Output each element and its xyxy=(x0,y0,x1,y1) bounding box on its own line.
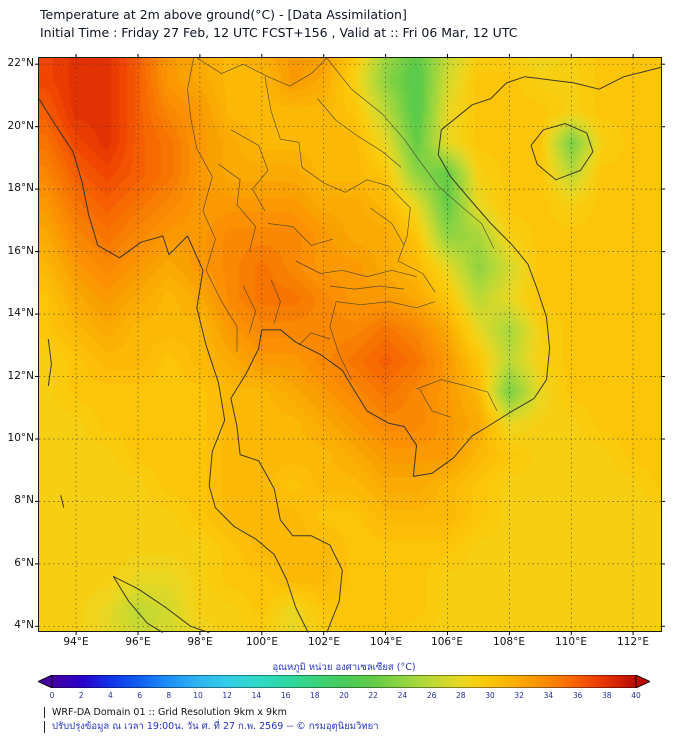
y-tick-label: 14°N xyxy=(7,307,34,319)
colorbar-tick-label: 32 xyxy=(514,691,524,700)
colorbar-tick-label: 34 xyxy=(543,691,554,700)
colorbar-tick-label: 2 xyxy=(78,691,84,700)
colorbar-title: อุณหภูมิ หน่วย องศาเซลเซียส (°C) xyxy=(272,662,416,673)
footer-update-info: ปรับปรุงข้อมูล ณ เวลา 19:00น. วัน ศ. ที่… xyxy=(44,721,379,733)
y-tick-label: 22°N xyxy=(7,57,34,69)
x-tick-label: 104°E xyxy=(370,636,402,648)
y-tick-label: 8°N xyxy=(14,494,34,506)
y-tick-label: 12°N xyxy=(7,370,34,382)
temperature-heatmap xyxy=(39,58,661,631)
chart-subtitle: Initial Time : Friday 27 Feb, 12 UTC FCS… xyxy=(40,25,518,40)
colorbar-tick-label: 38 xyxy=(602,691,612,700)
colorbar-tick-label: 0 xyxy=(49,691,55,700)
colorbar-tick-label: 16 xyxy=(280,691,291,700)
colorbar-tick-label: 12 xyxy=(222,691,232,700)
y-axis: 22°N 20°N 18°N 16°N 14°N 12°N 10°N 8°N 6°N 4°N xyxy=(2,57,35,632)
y-tick-label: 4°N xyxy=(14,619,34,631)
colorbar-tick-label: 24 xyxy=(397,691,408,700)
colorbar-tick-label: 30 xyxy=(485,691,495,700)
y-tick-label: 6°N xyxy=(14,557,34,569)
x-tick-label: 110°E xyxy=(555,636,587,648)
colorbar-tick-label: 28 xyxy=(456,691,466,700)
colorbar-tick-label: 40 xyxy=(631,691,641,700)
colorbar-tick-label: 22 xyxy=(368,691,378,700)
x-tick-label: 106°E xyxy=(431,636,463,648)
footer-domain-info: WRF-DA Domain 01 :: Grid Resolution 9km … xyxy=(44,707,287,718)
x-tick-label: 98°E xyxy=(187,636,213,648)
x-tick-label: 108°E xyxy=(493,636,525,648)
map-overlay xyxy=(35,54,665,635)
x-tick-label: 96°E xyxy=(125,636,151,648)
y-tick-label: 20°N xyxy=(7,120,34,132)
colorbar-tick-label: 26 xyxy=(426,691,437,700)
colorbar-tick-label: 36 xyxy=(572,691,583,700)
colorbar-ticks: 0 2 4 6 8 10 12 14 16 18 20 22 24 26 28 30 32 34 36 38 40 xyxy=(38,691,650,701)
y-tick-label: 16°N xyxy=(7,245,34,257)
colorbar-tick-label: 10 xyxy=(193,691,203,700)
map-plot xyxy=(35,54,665,635)
colorbar-tick-label: 14 xyxy=(251,691,262,700)
y-tick-label: 10°N xyxy=(7,432,34,444)
colorbar-tick-label: 8 xyxy=(166,691,172,700)
colorbar-tick-label: 18 xyxy=(310,691,320,700)
colorbar-tick-label: 4 xyxy=(108,691,113,700)
colorbar xyxy=(38,675,650,688)
colorbar-tick-label: 20 xyxy=(339,691,349,700)
y-tick-label: 18°N xyxy=(7,182,34,194)
x-axis: 94°E 96°E 98°E 100°E 102°E 104°E 106°E 108°E 110… xyxy=(39,636,663,650)
x-tick-label: 102°E xyxy=(308,636,340,648)
chart-title: Temperature at 2m above ground(°C) - [Da… xyxy=(40,7,407,22)
colorbar-tick-label: 6 xyxy=(137,691,142,700)
x-tick-label: 100°E xyxy=(246,636,278,648)
x-tick-label: 94°E xyxy=(63,636,89,648)
x-tick-label: 112°E xyxy=(617,636,649,648)
